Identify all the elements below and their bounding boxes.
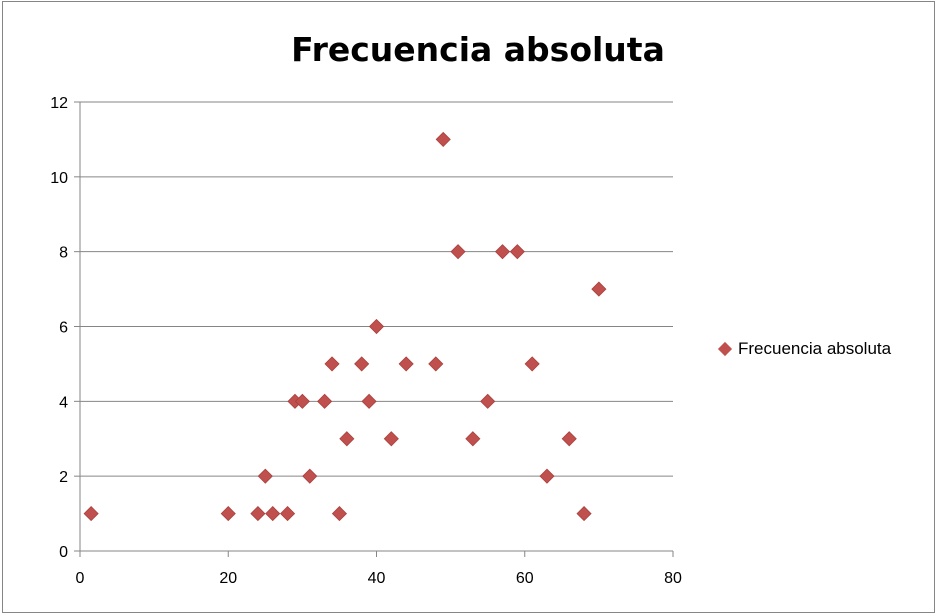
y-tick-label: 12 xyxy=(50,95,68,112)
data-point xyxy=(302,468,318,484)
y-tick-label: 4 xyxy=(59,394,68,411)
data-point xyxy=(509,244,525,260)
data-point xyxy=(250,506,266,522)
data-point xyxy=(265,506,281,522)
x-tick-label: 20 xyxy=(219,570,237,587)
legend-label: Frecuencia absoluta xyxy=(738,339,892,358)
data-point xyxy=(257,468,273,484)
x-tick-label: 0 xyxy=(76,570,85,587)
data-point xyxy=(539,468,555,484)
data-point xyxy=(324,356,340,372)
data-point xyxy=(561,431,577,447)
data-point xyxy=(435,131,451,147)
data-point xyxy=(317,393,333,409)
data-point xyxy=(368,318,385,335)
data-point xyxy=(220,506,236,522)
y-axis-ticks: 0 2 4 6 8 10 12 xyxy=(50,95,80,561)
data-point xyxy=(383,431,399,447)
data-point xyxy=(576,506,592,522)
x-tick-label: 40 xyxy=(368,570,386,587)
gridlines xyxy=(80,101,673,477)
data-point xyxy=(494,244,511,260)
data-point xyxy=(398,356,414,372)
y-tick-label: 8 xyxy=(59,245,68,262)
legend-diamond-icon xyxy=(717,341,733,357)
data-point xyxy=(279,506,296,522)
data-points xyxy=(83,131,607,522)
data-point xyxy=(428,356,444,372)
data-point xyxy=(591,281,607,297)
x-axis-ticks: 0 20 40 60 80 xyxy=(76,551,682,587)
y-tick-label: 2 xyxy=(59,469,68,486)
data-point xyxy=(331,506,348,522)
x-tick-label: 80 xyxy=(664,570,682,587)
y-tick-label: 0 xyxy=(59,544,68,561)
data-point xyxy=(354,356,370,372)
legend: Frecuencia absoluta xyxy=(717,339,892,359)
data-point xyxy=(524,356,540,372)
data-point xyxy=(339,431,355,447)
data-point xyxy=(83,506,99,522)
chart-title: Frecuencia absoluta xyxy=(291,30,665,69)
data-point xyxy=(465,431,481,447)
data-point xyxy=(361,393,377,409)
y-tick-label: 6 xyxy=(59,320,68,337)
y-tick-label: 10 xyxy=(50,170,68,187)
x-tick-label: 60 xyxy=(516,570,534,587)
data-point xyxy=(480,393,496,409)
data-point xyxy=(450,244,466,260)
data-point xyxy=(294,393,310,409)
